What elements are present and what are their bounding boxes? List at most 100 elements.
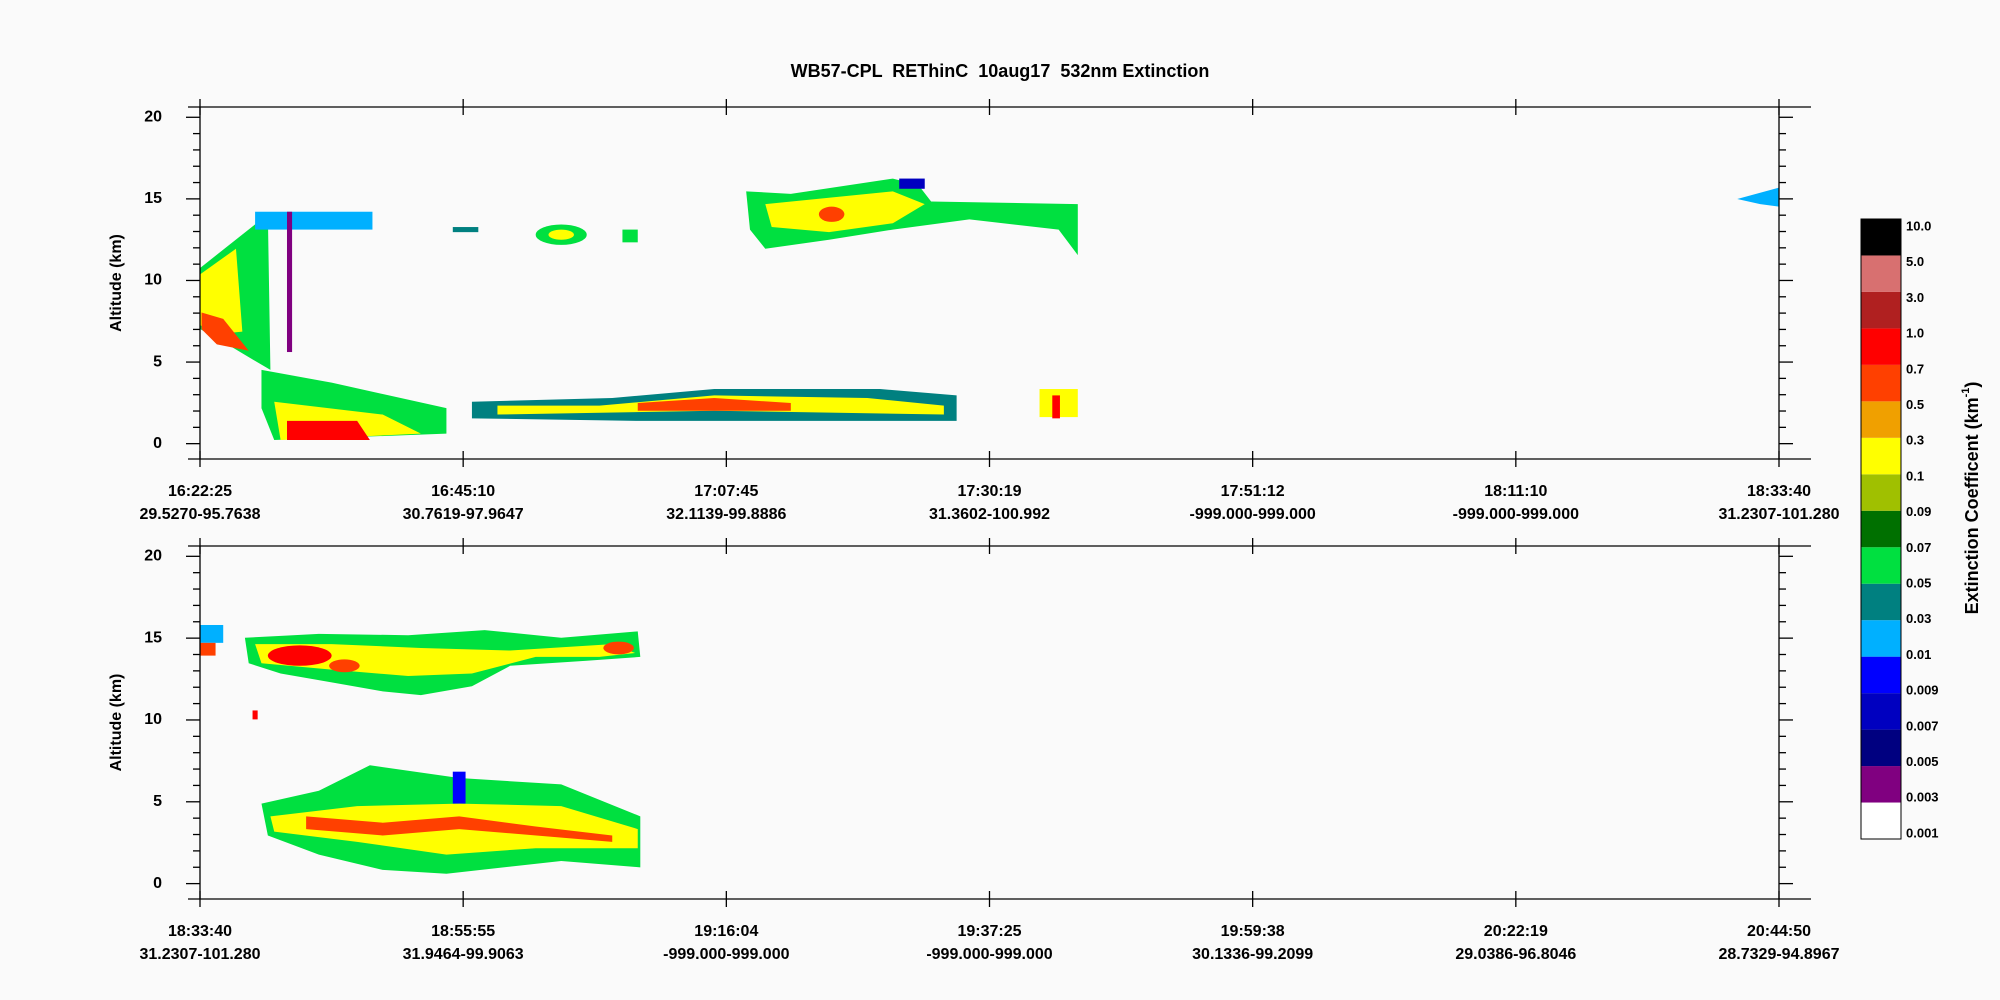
- colorbar-bin: [1861, 802, 1901, 839]
- colorbar-bin: [1861, 328, 1901, 365]
- x-tick-time: 20:22:19: [1484, 923, 1548, 940]
- cloud-echo: [452, 227, 479, 233]
- y-tick-label: 15: [144, 629, 162, 646]
- colorbar-tick-label: 0.005: [1906, 754, 1939, 769]
- colorbar-bin: [1861, 583, 1901, 621]
- colorbar-tick-label: 0.1: [1906, 468, 1924, 483]
- x-tick-position: 32.1139-99.8886: [666, 506, 786, 523]
- colorbar-bin: [1861, 474, 1901, 511]
- y-axis-label: Altitude (km): [108, 674, 125, 772]
- cloud-echo: [637, 397, 791, 411]
- cloud-echo: [548, 229, 574, 240]
- x-tick-time: 18:33:40: [1747, 483, 1811, 500]
- cloud-echo: [200, 624, 224, 643]
- x-tick-time: 17:51:12: [1221, 483, 1285, 500]
- cloud-echo: [899, 178, 925, 189]
- x-tick-position: -999.000-999.000: [1190, 506, 1316, 523]
- x-tick-time: 17:07:45: [694, 483, 758, 500]
- cloud-echo: [252, 710, 258, 720]
- echo-layer: [200, 178, 1780, 874]
- colorbar-tick-label: 0.009: [1906, 683, 1939, 698]
- colorbar-bin: [1861, 729, 1901, 767]
- x-tick-time: 19:16:04: [694, 923, 758, 940]
- cloud-echo: [1737, 187, 1780, 207]
- cloud-echo: [818, 206, 845, 222]
- cloud-echo: [765, 191, 925, 233]
- x-tick-time: 17:30:19: [957, 483, 1021, 500]
- cloud-echo: [267, 645, 332, 666]
- colorbar-bin: [1861, 693, 1901, 730]
- colorbar-tick-label: 0.03: [1906, 611, 1931, 626]
- colorbar-tick-label: 0.003: [1906, 790, 1939, 805]
- cloud-echo: [306, 816, 613, 842]
- x-tick-position: 31.2307-101.280: [1719, 506, 1840, 523]
- colorbar-tick-label: 0.3: [1906, 433, 1924, 448]
- x-tick-time: 18:55:55: [431, 923, 495, 940]
- colorbar-tick-label: 10.0: [1906, 218, 1931, 233]
- colorbar-bin: [1861, 291, 1901, 329]
- x-tick-time: 18:33:40: [168, 923, 232, 940]
- cloud-echo: [201, 312, 249, 351]
- colorbar-title-text: Extinction Coefficent (km: [1962, 397, 1982, 614]
- y-axis-label: Altitude (km): [108, 234, 125, 332]
- colorbar-bin: [1861, 255, 1901, 292]
- x-tick-position: 31.3602-100.992: [929, 506, 1050, 523]
- colorbar-bin: [1861, 620, 1901, 657]
- colorbar-tick-label: 0.09: [1906, 504, 1931, 519]
- x-tick-time: 19:37:25: [957, 923, 1021, 940]
- y-tick-label: 20: [144, 108, 162, 125]
- colorbar-bin: [1861, 401, 1901, 438]
- cloud-echo: [200, 642, 216, 656]
- colorbar-title: Extinction Coefficent (km-1): [1960, 382, 1982, 615]
- x-tick-position: 31.9464-99.9063: [403, 946, 524, 963]
- x-tick-time: 18:11:10: [1484, 483, 1547, 500]
- colorbar-tick-label: 5.0: [1906, 254, 1924, 269]
- colorbar-bin: [1861, 510, 1901, 548]
- cloud-echo: [329, 659, 360, 673]
- cloud-echo: [255, 211, 373, 230]
- x-tick-position: 31.2307-101.280: [140, 946, 261, 963]
- y-tick-label: 0: [153, 875, 162, 892]
- y-tick-label: 10: [144, 711, 162, 728]
- x-tick-position: -999.000-999.000: [663, 946, 789, 963]
- colorbar-tick-label: 0.01: [1906, 647, 1931, 662]
- colorbar-tick-label: 0.05: [1906, 575, 1931, 590]
- colorbar-bin: [1861, 766, 1901, 803]
- x-tick-position: 28.7329-94.8967: [1719, 946, 1840, 963]
- colorbar-bin: [1861, 219, 1901, 256]
- colorbar-tick-label: 0.07: [1906, 540, 1931, 555]
- y-tick-label: 10: [144, 272, 162, 289]
- colorbar-title-exponent: -1: [1960, 388, 1972, 398]
- cloud-echo: [200, 248, 243, 335]
- x-tick-time: 16:45:10: [431, 483, 495, 500]
- cloud-echo: [286, 211, 293, 353]
- y-tick-label: 0: [153, 435, 162, 452]
- x-tick-time: 16:22:25: [168, 483, 232, 500]
- colorbar-bin: [1861, 547, 1901, 584]
- colorbar-tick-label: 0.001: [1906, 825, 1939, 840]
- colorbar-bin: [1861, 656, 1901, 694]
- colorbar-tick-label: 0.5: [1906, 397, 1924, 412]
- y-tick-label: 20: [144, 548, 162, 565]
- x-tick-time: 20:44:50: [1747, 923, 1811, 940]
- colorbar-tick-label: 0.007: [1906, 718, 1939, 733]
- x-tick-time: 19:59:38: [1221, 923, 1285, 940]
- x-tick-position: 29.5270-95.7638: [140, 506, 261, 523]
- cloud-echo: [452, 771, 466, 804]
- y-tick-label: 5: [153, 353, 162, 370]
- cloud-echo: [603, 641, 634, 655]
- colorbar-tick-label: 3.0: [1906, 290, 1924, 305]
- panel-2-echoes: [200, 624, 641, 874]
- panel-1-echoes: [200, 178, 1780, 441]
- x-tick-position: 30.7619-97.9647: [403, 506, 524, 523]
- cloud-echo: [1052, 395, 1060, 419]
- colorbar-title-close: ): [1962, 382, 1982, 388]
- colorbar-bin: [1861, 437, 1901, 475]
- cloud-echo: [286, 420, 370, 441]
- y-tick-label: 5: [153, 793, 162, 810]
- colorbar-frame: [1860, 218, 1902, 840]
- chart-title: WB57-CPL REThinC 10aug17 532nm Extinctio…: [791, 61, 1210, 81]
- x-tick-position: -999.000-999.000: [1453, 506, 1579, 523]
